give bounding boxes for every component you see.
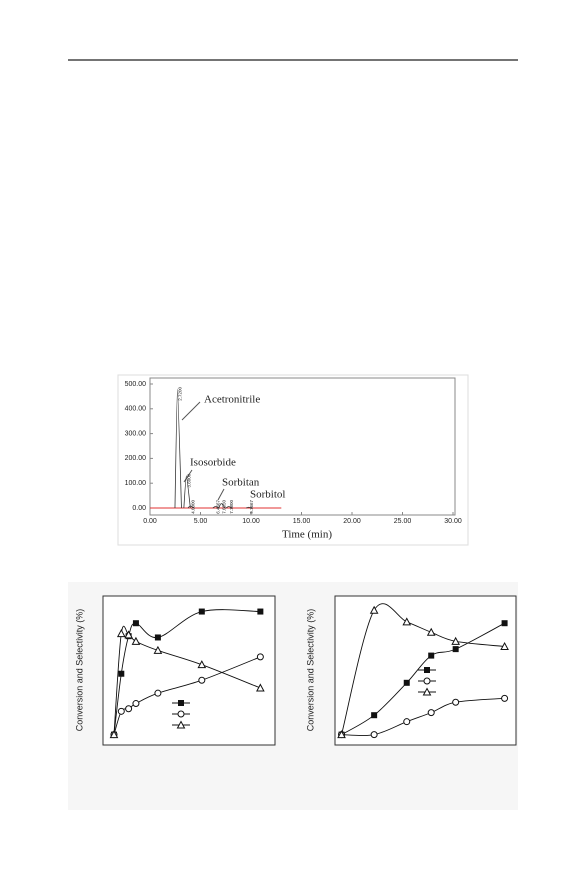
data-point (256, 683, 265, 692)
data-point (153, 645, 163, 654)
arrow (217, 488, 225, 501)
data-point (428, 652, 435, 659)
data-point (124, 630, 133, 639)
peak (246, 506, 253, 509)
data-point (371, 712, 378, 719)
arrow (183, 469, 193, 483)
y-tick-label: 100.00 (125, 480, 147, 487)
peak-label: 2.7200 (178, 386, 183, 400)
annotation: Sorbitan (222, 477, 260, 489)
x-tick-label: 15.00 (293, 518, 311, 525)
x-axis-label: Time (min) (282, 529, 332, 541)
annotation: Sorbitol (250, 489, 285, 501)
data-point (198, 676, 206, 684)
data-point (116, 629, 126, 638)
legend-marker (177, 710, 185, 718)
peak (225, 506, 233, 509)
data-point (257, 608, 264, 615)
y-axis-label: Conversion and Selectivity (%) (305, 609, 315, 732)
legend-marker (176, 720, 186, 729)
data-point (370, 731, 378, 739)
data-point (403, 718, 411, 726)
plot-frame (102, 595, 276, 746)
data-point (256, 653, 264, 661)
data-point (451, 636, 461, 645)
data-point (452, 646, 459, 653)
data-point (500, 641, 509, 651)
data-point (154, 634, 161, 641)
y-axis-label: Conversion and Selectivity (%) (74, 609, 84, 732)
legend-marker (424, 667, 430, 673)
y-tick-label: 300.00 (125, 430, 147, 437)
data-point (452, 698, 460, 706)
data-point (125, 705, 133, 713)
data-point (403, 679, 410, 686)
peak (183, 475, 191, 509)
data-point (197, 660, 207, 669)
x-tick-label: 10.00 (242, 518, 260, 525)
peak (218, 503, 226, 509)
data-point (131, 636, 141, 645)
data-point (427, 709, 435, 717)
figure-frame (117, 374, 469, 546)
x-tick-label: 25.00 (394, 518, 412, 525)
data-point (154, 689, 162, 697)
data-point (117, 707, 125, 715)
legend-marker (422, 687, 432, 696)
x-tick-label: 5.00 (194, 518, 208, 525)
data-point (369, 605, 379, 614)
peak (174, 388, 182, 509)
data-point (402, 617, 412, 626)
peak-label: 9.7667 (249, 500, 254, 514)
y-tick-label: 400.00 (125, 406, 147, 413)
data-point (337, 730, 346, 739)
peak-label: 3.6000 (187, 473, 192, 487)
annotation: Acetronitrile (204, 394, 260, 406)
data-point (132, 700, 140, 708)
peak-label: 7.0550 (221, 500, 226, 514)
data-point (501, 694, 509, 702)
legend-marker (178, 700, 184, 706)
plot-frame (149, 377, 456, 516)
x-tick-label: 30.00 (444, 518, 462, 525)
data-point (426, 627, 436, 636)
legend-marker (423, 677, 431, 685)
x-tick-label: 0.00 (143, 518, 157, 525)
data-point (118, 670, 125, 677)
annotation: Isosorbide (190, 457, 236, 469)
peak-label: 7.7800 (229, 500, 234, 514)
peak-label: 6.4667 (216, 500, 221, 514)
data-point (198, 608, 205, 615)
data-point (109, 730, 119, 739)
y-tick-label: 0.00 (132, 505, 146, 512)
y-tick-label: 500.00 (125, 381, 147, 388)
peak (187, 505, 195, 509)
y-tick-label: 200.00 (125, 455, 147, 462)
peak-label: 4.0000 (191, 500, 196, 514)
arrow (181, 401, 201, 421)
data-point (501, 620, 508, 627)
data-point (132, 620, 139, 627)
x-tick-label: 20.00 (343, 518, 361, 525)
peak (212, 506, 220, 509)
